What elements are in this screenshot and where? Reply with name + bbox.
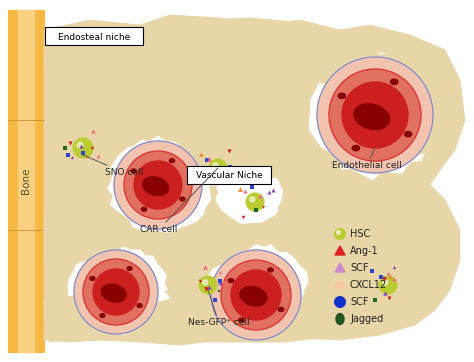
Circle shape: [209, 159, 227, 177]
Polygon shape: [44, 295, 130, 342]
Polygon shape: [118, 292, 340, 342]
Polygon shape: [44, 15, 465, 345]
Circle shape: [337, 231, 340, 234]
Circle shape: [211, 250, 301, 340]
Ellipse shape: [143, 177, 169, 195]
Polygon shape: [108, 136, 215, 232]
Ellipse shape: [391, 79, 398, 84]
Circle shape: [114, 141, 202, 229]
Circle shape: [250, 197, 255, 202]
Polygon shape: [44, 28, 170, 72]
Polygon shape: [310, 53, 441, 180]
Ellipse shape: [352, 146, 359, 151]
Polygon shape: [300, 235, 445, 332]
Circle shape: [317, 57, 433, 173]
Ellipse shape: [169, 159, 174, 163]
Circle shape: [125, 152, 191, 218]
Text: Bone: Bone: [21, 168, 31, 194]
Text: Endothelial cell: Endothelial cell: [332, 148, 402, 170]
Circle shape: [73, 138, 93, 158]
Text: SCF: SCF: [350, 297, 368, 307]
Text: CXCL12: CXCL12: [350, 280, 387, 290]
Ellipse shape: [404, 131, 412, 137]
Polygon shape: [216, 166, 282, 223]
Text: Endosteal niche: Endosteal niche: [58, 33, 130, 42]
Ellipse shape: [240, 286, 267, 306]
Text: CAR cell: CAR cell: [140, 168, 218, 234]
Ellipse shape: [268, 268, 273, 272]
Ellipse shape: [239, 318, 244, 322]
Ellipse shape: [354, 104, 390, 130]
Circle shape: [134, 161, 182, 209]
Circle shape: [231, 270, 281, 320]
Bar: [18, 10, 34, 352]
Polygon shape: [208, 245, 312, 344]
Ellipse shape: [100, 314, 105, 317]
Circle shape: [330, 70, 420, 160]
Circle shape: [342, 82, 408, 148]
Text: HSC: HSC: [350, 229, 370, 239]
Circle shape: [77, 142, 83, 148]
Circle shape: [74, 250, 158, 334]
Ellipse shape: [278, 307, 284, 311]
Ellipse shape: [338, 93, 346, 98]
Ellipse shape: [228, 278, 234, 283]
Polygon shape: [335, 281, 346, 289]
Polygon shape: [135, 18, 390, 95]
FancyBboxPatch shape: [187, 166, 271, 184]
FancyBboxPatch shape: [45, 27, 143, 45]
Text: Nes-GFP⁺ cell: Nes-GFP⁺ cell: [188, 290, 250, 327]
Ellipse shape: [131, 169, 137, 173]
Circle shape: [246, 193, 264, 211]
Ellipse shape: [141, 207, 146, 211]
Circle shape: [222, 261, 290, 329]
Text: SNO cell: SNO cell: [83, 155, 143, 177]
Ellipse shape: [127, 266, 132, 270]
Circle shape: [335, 296, 346, 307]
Text: Ang-1: Ang-1: [350, 246, 379, 256]
Polygon shape: [335, 246, 345, 255]
Circle shape: [199, 276, 217, 294]
Bar: [8, 10, 44, 352]
Circle shape: [203, 280, 208, 285]
Polygon shape: [44, 210, 125, 262]
Text: Vascular Niche: Vascular Niche: [196, 172, 263, 181]
Circle shape: [213, 163, 218, 168]
Text: Jagged: Jagged: [350, 314, 383, 324]
Ellipse shape: [90, 277, 95, 280]
Circle shape: [383, 280, 388, 285]
Ellipse shape: [101, 284, 126, 302]
Polygon shape: [155, 132, 340, 182]
Polygon shape: [375, 48, 460, 155]
Ellipse shape: [336, 313, 344, 324]
Text: SCF: SCF: [350, 263, 368, 273]
Circle shape: [335, 228, 346, 240]
Polygon shape: [335, 263, 345, 272]
Polygon shape: [68, 245, 169, 334]
Ellipse shape: [180, 197, 185, 201]
Circle shape: [84, 260, 148, 324]
Polygon shape: [305, 178, 430, 250]
Circle shape: [93, 269, 139, 315]
Ellipse shape: [137, 304, 142, 307]
Circle shape: [379, 276, 397, 294]
